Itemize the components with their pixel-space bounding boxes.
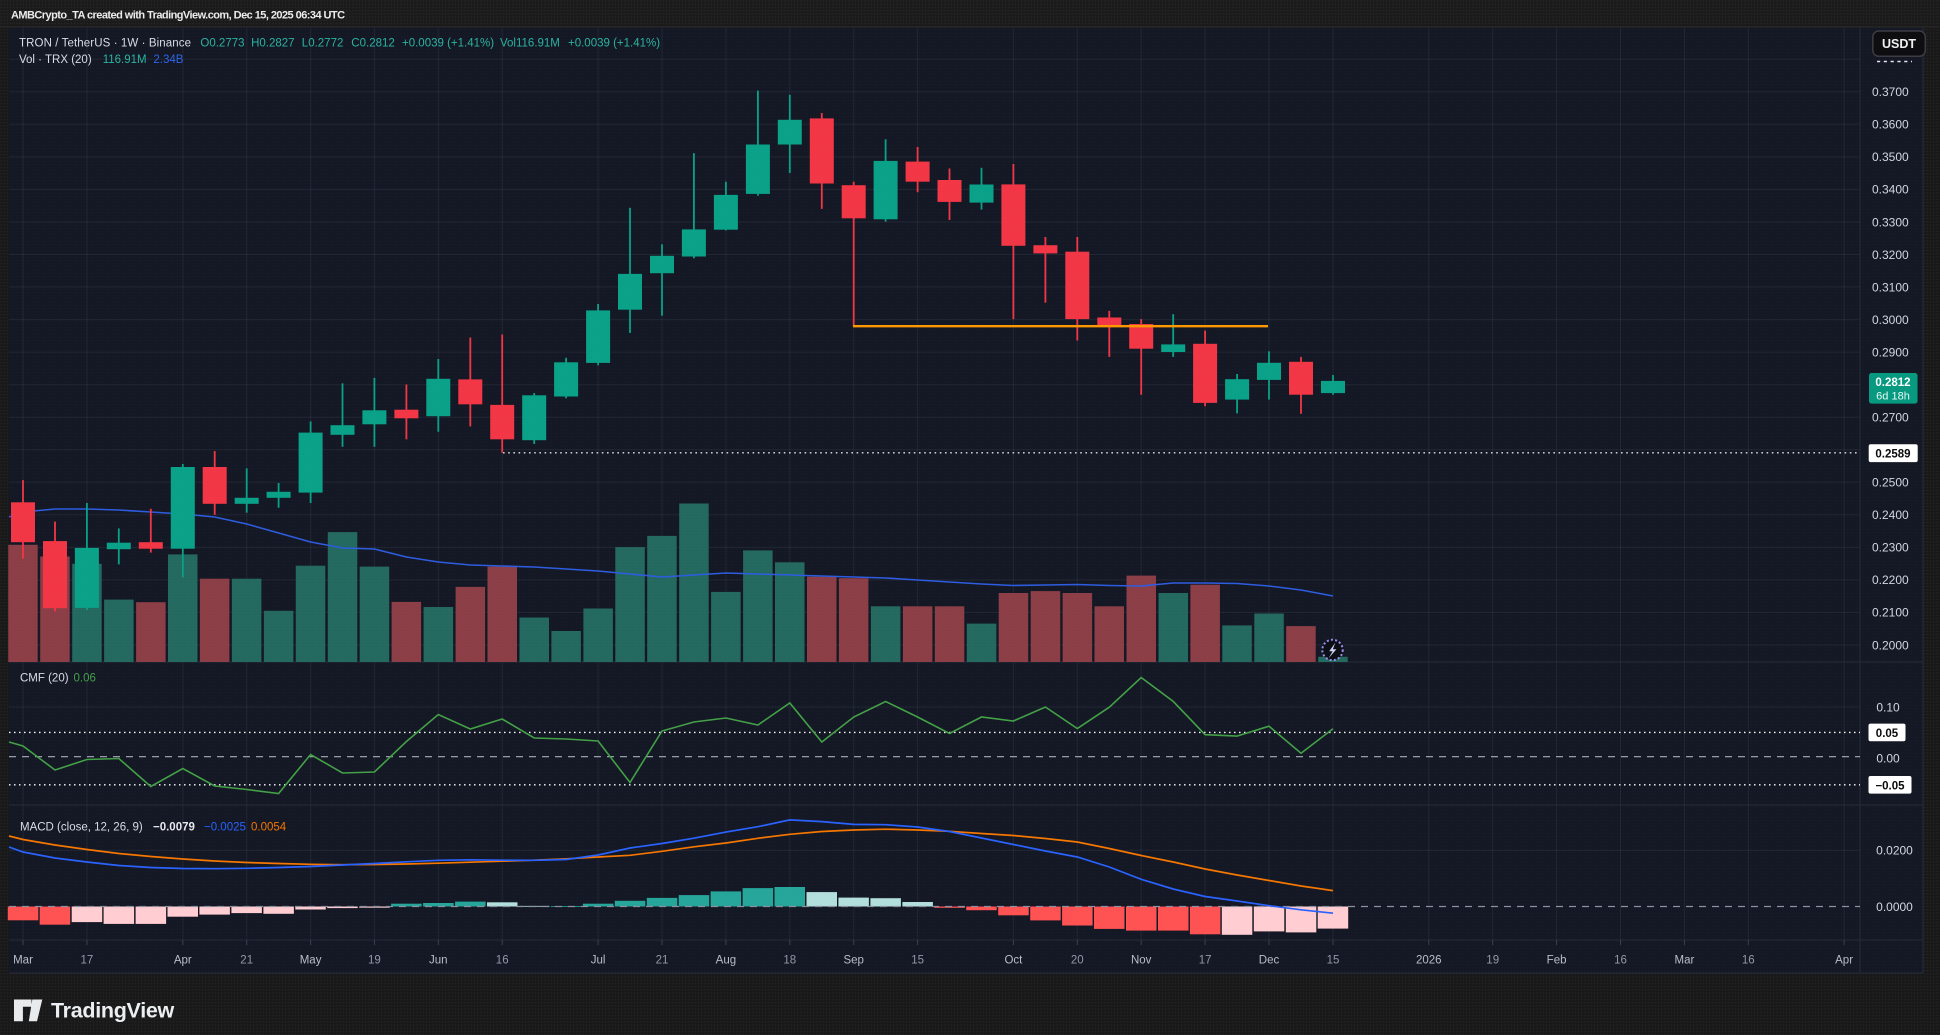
svg-text:Apr: Apr	[174, 955, 192, 967]
svg-text:Mar: Mar	[13, 955, 33, 967]
svg-text:0.2200: 0.2200	[1872, 573, 1909, 587]
svg-text:Jun: Jun	[429, 955, 448, 967]
svg-text:16: 16	[496, 955, 509, 967]
svg-text:0.2500: 0.2500	[1872, 476, 1909, 490]
svg-text:0.2812: 0.2812	[1875, 377, 1910, 389]
svg-text:6d 18h: 6d 18h	[1876, 391, 1910, 403]
svg-text:MACD (close, 12, 26, 9): MACD (close, 12, 26, 9)	[20, 822, 143, 834]
svg-text:0.00: 0.00	[1876, 751, 1900, 765]
svg-text:0.2700: 0.2700	[1872, 411, 1909, 425]
svg-text:L0.2772: L0.2772	[302, 37, 344, 49]
svg-text:TRON / TetherUS · 1W · Binance: TRON / TetherUS · 1W · Binance	[19, 37, 191, 49]
svg-text:0.05: 0.05	[1876, 728, 1899, 740]
svg-text:116.91M: 116.91M	[103, 54, 147, 66]
svg-text:0.3200: 0.3200	[1872, 248, 1909, 262]
svg-text:2026: 2026	[1416, 955, 1442, 967]
svg-text:TradingView: TradingView	[51, 999, 175, 1023]
svg-text:16: 16	[1614, 955, 1627, 967]
svg-text:2.34B: 2.34B	[153, 54, 183, 66]
svg-text:0.0200: 0.0200	[1876, 844, 1913, 858]
svg-text:AMBCrypto_TA created with Trad: AMBCrypto_TA created with TradingView.co…	[11, 9, 345, 21]
svg-text:0.3400: 0.3400	[1872, 183, 1909, 197]
svg-text:C0.2812: C0.2812	[351, 37, 394, 49]
svg-text:17: 17	[1199, 955, 1212, 967]
svg-text:Oct: Oct	[1004, 955, 1023, 967]
svg-text:0.2900: 0.2900	[1872, 345, 1909, 359]
svg-text:Feb: Feb	[1547, 955, 1567, 967]
svg-text:−0.0079: −0.0079	[153, 822, 195, 834]
svg-text:Dec: Dec	[1259, 955, 1280, 967]
svg-text:0.3700: 0.3700	[1872, 85, 1909, 99]
svg-text:Nov: Nov	[1131, 955, 1152, 967]
svg-text:+0.0039 (+1.41%): +0.0039 (+1.41%)	[402, 37, 494, 49]
svg-text:0.2100: 0.2100	[1872, 606, 1909, 620]
svg-text:H0.2827: H0.2827	[251, 37, 294, 49]
svg-text:0.10: 0.10	[1876, 700, 1900, 714]
svg-text:19: 19	[1486, 955, 1499, 967]
svg-text:Mar: Mar	[1674, 955, 1694, 967]
svg-text:Jul: Jul	[591, 955, 606, 967]
svg-text:0.06: 0.06	[74, 673, 96, 685]
svg-text:15: 15	[911, 955, 924, 967]
svg-text:15: 15	[1327, 955, 1340, 967]
svg-text:0.3100: 0.3100	[1872, 280, 1909, 294]
svg-text:17: 17	[81, 955, 94, 967]
svg-text:19: 19	[368, 955, 381, 967]
svg-text:0.2589: 0.2589	[1875, 449, 1910, 461]
svg-text:0.0000: 0.0000	[1876, 900, 1913, 914]
svg-text:Vol116.91M: Vol116.91M	[500, 37, 560, 49]
svg-text:0.2000: 0.2000	[1872, 638, 1909, 652]
svg-text:0.3300: 0.3300	[1872, 215, 1909, 229]
svg-text:USDT: USDT	[1882, 37, 1916, 51]
svg-text:0.0054: 0.0054	[251, 822, 287, 834]
svg-text:20: 20	[1071, 955, 1084, 967]
svg-text:21: 21	[656, 955, 669, 967]
svg-text:−0.0025: −0.0025	[204, 822, 246, 834]
svg-text:−0.05: −0.05	[1875, 780, 1905, 792]
svg-text:0.3500: 0.3500	[1872, 150, 1909, 164]
svg-text:O0.2773: O0.2773	[200, 37, 244, 49]
svg-text:16: 16	[1742, 955, 1755, 967]
svg-text:Sep: Sep	[843, 955, 863, 967]
svg-text:May: May	[300, 955, 322, 967]
svg-text:+0.0039 (+1.41%): +0.0039 (+1.41%)	[568, 37, 660, 49]
svg-text:0.3000: 0.3000	[1872, 313, 1909, 327]
svg-text:0.2400: 0.2400	[1872, 508, 1909, 522]
svg-text:21: 21	[240, 955, 253, 967]
svg-text:CMF (20): CMF (20)	[20, 673, 69, 685]
svg-text:Vol · TRX (20): Vol · TRX (20)	[19, 54, 92, 66]
svg-text:0.2300: 0.2300	[1872, 541, 1909, 555]
svg-text:18: 18	[783, 955, 796, 967]
svg-text:Apr: Apr	[1835, 955, 1853, 967]
svg-text:0.3600: 0.3600	[1872, 118, 1909, 132]
svg-text:Aug: Aug	[716, 955, 736, 967]
